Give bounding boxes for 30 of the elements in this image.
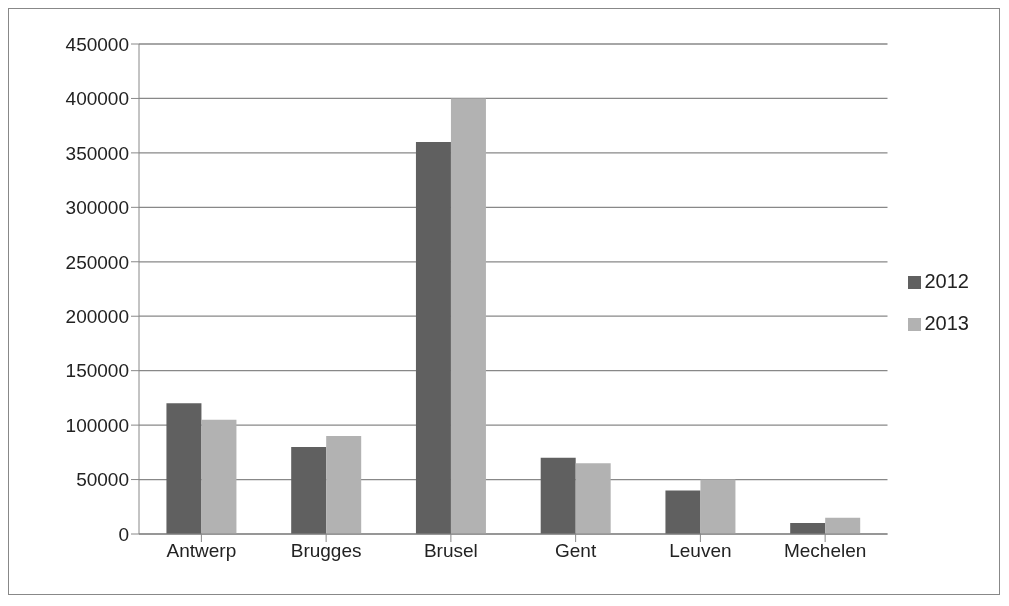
y-tick-label: 450000	[65, 33, 129, 55]
y-tick-label: 250000	[65, 251, 129, 273]
y-tick-label: 400000	[65, 88, 129, 110]
legend-label: 2012	[924, 269, 969, 292]
bar	[201, 419, 237, 534]
y-tick-label: 200000	[65, 305, 129, 327]
y-tick-label: 150000	[65, 360, 129, 382]
bar	[291, 446, 327, 534]
bar	[575, 463, 611, 534]
x-tick-label: Brusel	[423, 540, 478, 562]
x-tick-label: Gent	[555, 540, 597, 562]
y-tick-label: 300000	[65, 197, 129, 219]
legend-label: 2013	[924, 311, 969, 334]
bar	[700, 479, 736, 534]
y-tick-label: 0	[118, 523, 129, 545]
y-tick-label: 100000	[65, 414, 129, 436]
x-tick-label: Leuven	[669, 540, 732, 562]
bar	[665, 490, 701, 534]
bar	[326, 436, 362, 534]
bar	[450, 98, 486, 534]
bar	[415, 142, 451, 534]
bar	[540, 457, 576, 534]
x-tick-label: Brugges	[290, 540, 362, 562]
bar	[790, 523, 826, 534]
y-tick-label: 50000	[76, 469, 129, 491]
y-tick-label: 350000	[65, 142, 129, 164]
bar	[825, 517, 861, 534]
bar	[166, 403, 202, 534]
x-tick-label: Mechelen	[783, 540, 867, 562]
x-tick-label: Antwerp	[166, 540, 237, 562]
